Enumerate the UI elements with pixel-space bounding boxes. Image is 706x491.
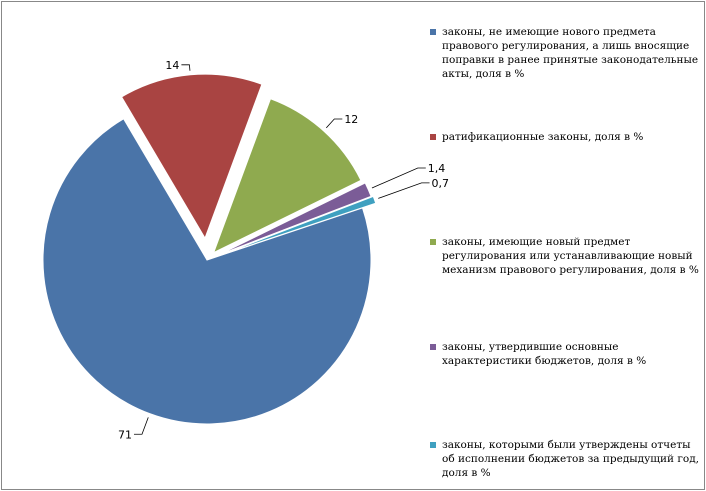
legend-item-amendment-laws: законы, не имеющие нового предмета право… bbox=[424, 25, 702, 81]
legend-label: законы, которыми были утверждены отчеты … bbox=[442, 439, 700, 479]
leader-line bbox=[378, 182, 430, 199]
slice-value-label: 71 bbox=[118, 428, 132, 441]
legend-item-new-subject-laws: законы, имеющие новый предмет регулирова… bbox=[424, 235, 702, 277]
leader-line bbox=[181, 64, 191, 71]
legend-item-budget-report-laws: законы, которыми были утверждены отчеты … bbox=[424, 438, 702, 480]
legend-swatch bbox=[430, 344, 436, 350]
legend-swatch bbox=[430, 134, 436, 140]
legend-label: законы, имеющие новый предмет регулирова… bbox=[442, 236, 699, 276]
pie-slice bbox=[212, 98, 362, 254]
legend-label: законы, утвердившие основные характерист… bbox=[442, 341, 647, 367]
slice-value-label: 1,4 bbox=[428, 162, 446, 175]
leader-line bbox=[133, 417, 149, 435]
slice-value-label: 14 bbox=[165, 59, 179, 72]
legend-swatch bbox=[430, 29, 436, 35]
legend-label: законы, не имеющие нового предмета право… bbox=[442, 26, 699, 80]
pie-slice bbox=[217, 182, 372, 256]
leader-line bbox=[371, 167, 426, 189]
slice-value-label: 12 bbox=[344, 113, 358, 126]
legend-swatch bbox=[430, 239, 436, 245]
pie-slice bbox=[42, 118, 372, 425]
legend-swatch bbox=[430, 442, 436, 448]
pie-slice bbox=[120, 73, 263, 240]
legend-item-budget-laws: законы, утвердившие основные характерист… bbox=[424, 340, 702, 368]
legend-label: ратификационные законы, доля в % bbox=[442, 131, 644, 143]
pie-slice bbox=[219, 195, 377, 256]
slice-value-label: 0,7 bbox=[432, 177, 450, 190]
leader-line bbox=[325, 118, 343, 129]
legend-item-ratification-laws: ратификационные законы, доля в % bbox=[424, 130, 702, 144]
